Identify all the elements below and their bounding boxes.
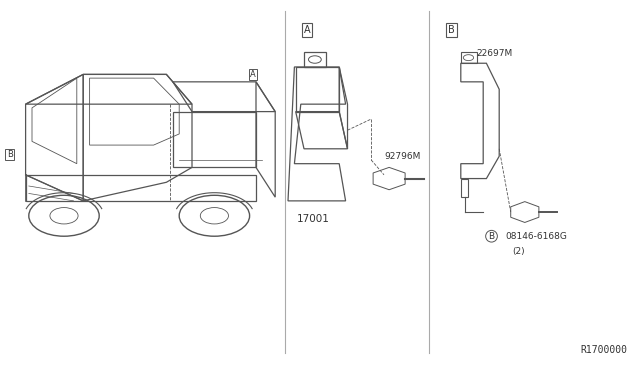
- Text: 08146-6168G: 08146-6168G: [506, 232, 568, 241]
- Text: A: A: [250, 70, 255, 79]
- Text: A: A: [304, 25, 310, 35]
- Text: B: B: [6, 150, 13, 159]
- Text: (2): (2): [512, 247, 525, 256]
- Text: B: B: [488, 232, 495, 241]
- Text: B: B: [448, 25, 454, 35]
- Text: R1700000: R1700000: [580, 345, 627, 355]
- Text: 92796M: 92796M: [384, 152, 420, 161]
- Text: 17001: 17001: [297, 215, 330, 224]
- Text: 22697M: 22697M: [477, 49, 513, 58]
